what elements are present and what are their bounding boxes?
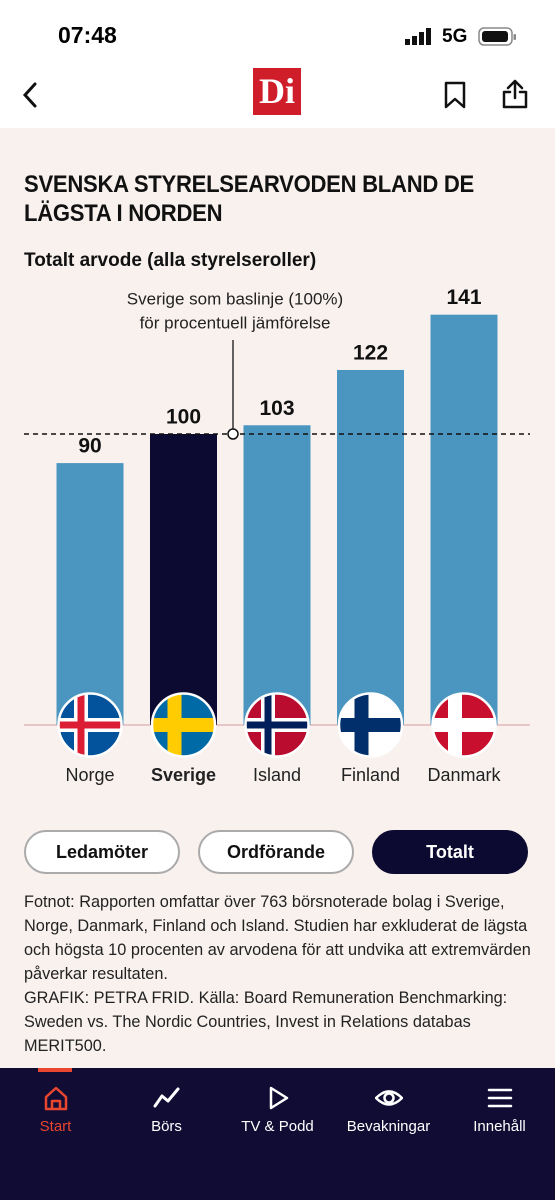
chart-title: SVENSKA STYRELSEARVODEN BLAND DE LÄGSTA …: [24, 171, 475, 227]
nav-label: TV & Podd: [241, 1118, 314, 1135]
footnote: Fotnot: Rapporten omfattar över 763 börs…: [24, 893, 531, 983]
bar: [243, 425, 311, 725]
flag-ring: [150, 692, 217, 758]
flag-cross: [152, 718, 215, 732]
category-label: Finland: [341, 765, 400, 785]
flag-ring: [337, 692, 404, 758]
status-time: 07:48: [58, 22, 117, 48]
nav-item[interactable]: Bevakningar: [333, 1084, 444, 1135]
nav-icon: [269, 1086, 288, 1110]
nav-item[interactable]: Start: [0, 1084, 111, 1135]
share-button[interactable]: [500, 78, 530, 110]
value-label: 122: [353, 342, 388, 365]
nav-label: Innehåll: [473, 1118, 526, 1135]
nav-icon: [44, 1086, 67, 1111]
signal-icon: [405, 28, 431, 45]
value-label: 100: [166, 406, 201, 429]
nav-item[interactable]: Innehåll: [444, 1084, 555, 1135]
flag: [152, 694, 215, 756]
flag: [339, 694, 402, 756]
chart: 90 100 103 122 141 Sverige som baslinje (100%…: [24, 286, 530, 785]
value-label: 103: [259, 397, 294, 420]
footnote-block: Fotnot: Rapporten omfattar över 763 börs…: [24, 890, 534, 1058]
nav-icon: [374, 1090, 403, 1106]
nav-icon: [487, 1088, 512, 1108]
credit: GRAFIK: PETRA FRID. Källa: Board Remuner…: [24, 989, 508, 1055]
category-label: Island: [253, 765, 301, 785]
category-label: Danmark: [427, 765, 501, 785]
annotation: för procentuell jämförelse: [140, 313, 331, 332]
flag-cross: [433, 718, 495, 732]
bar: [56, 463, 124, 725]
annotation-dot: [227, 428, 239, 440]
active-indicator: [38, 1068, 72, 1072]
category-label: Norge: [65, 765, 114, 785]
header: 07:48 5G Di: [0, 0, 555, 128]
bookmark-button[interactable]: [442, 80, 470, 110]
bottom-nav: [0, 1068, 555, 1200]
value-label: 141: [446, 286, 481, 309]
chart-subtitle: Totalt arvode (alla styrelseroller): [24, 250, 317, 271]
flag-cross: [59, 721, 121, 729]
flag-cross: [339, 718, 402, 732]
bar: [150, 434, 217, 725]
nav-label: Bevakningar: [346, 1118, 431, 1135]
nav-label: Start: [39, 1118, 72, 1135]
bar: [337, 369, 404, 725]
flag-cross: [246, 721, 308, 729]
flag-ring: [431, 692, 497, 758]
value-label: 90: [78, 435, 101, 458]
category-label: Sverige: [151, 765, 216, 785]
back-button[interactable]: [18, 80, 44, 110]
nav-item[interactable]: Börs: [111, 1084, 222, 1135]
flag-ring: [244, 692, 310, 758]
tab[interactable]: Totalt: [372, 830, 528, 874]
flag: [59, 694, 121, 756]
network-label: 5G: [442, 26, 468, 47]
flag-ring: [57, 692, 123, 758]
battery-icon: [478, 27, 516, 46]
nav-icon: [153, 1087, 179, 1108]
tab[interactable]: Ledamöter: [24, 830, 180, 874]
logo[interactable]: Di: [253, 68, 301, 115]
flag: [246, 694, 308, 756]
tab[interactable]: Ordförande: [198, 830, 354, 874]
nav-label: Börs: [151, 1118, 182, 1135]
nav-item[interactable]: TV & Podd: [222, 1084, 333, 1135]
bar: [430, 314, 498, 725]
annotation: Sverige som baslinje (100%): [127, 289, 343, 308]
flag: [433, 694, 495, 756]
